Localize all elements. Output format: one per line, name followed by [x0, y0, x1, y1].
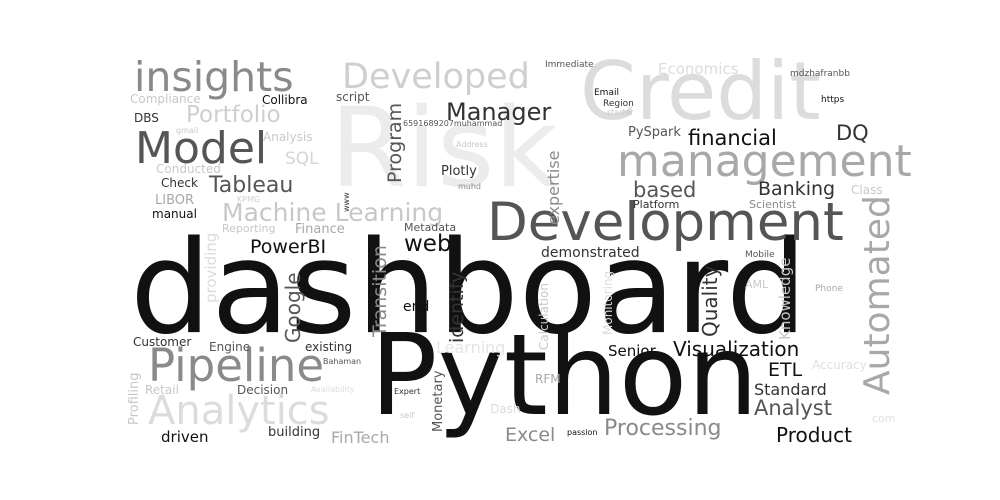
word-retail: Retail	[145, 383, 179, 397]
word-conducted: Conducted	[156, 162, 221, 176]
word-www: www	[342, 192, 351, 212]
word-muhd: muhd	[458, 182, 482, 191]
word-building: building	[268, 425, 321, 440]
word-muhammad-phone: 6591689207muhammad	[403, 119, 503, 128]
word-python: Python	[370, 311, 759, 441]
word-end: end	[403, 299, 430, 315]
word-fintech: FinTech	[331, 428, 390, 447]
word-based: based	[633, 178, 697, 202]
word-plotly: Plotly	[441, 164, 477, 179]
word-check: Check	[161, 176, 198, 190]
word-management: management	[617, 136, 912, 187]
word-powerbi: PowerBI	[250, 236, 327, 258]
word-bahaman: Bahaman	[323, 357, 362, 366]
word-insights: insights	[134, 53, 294, 101]
word-mdzhafranbb: mdzhafranbb	[790, 69, 850, 79]
word-platform: Platform	[633, 198, 680, 211]
word-immediate: Immediate	[545, 60, 594, 70]
word-economics: Economics	[658, 60, 739, 78]
word-engine: Engine	[209, 340, 251, 354]
word-finance: Finance	[295, 222, 345, 237]
word-self: self	[400, 411, 415, 420]
word-excel: Excel	[505, 424, 556, 446]
word-existing: existing	[305, 340, 353, 354]
word-knowledge: Knowledge	[776, 257, 794, 340]
word-dashboard: dashboard	[130, 214, 808, 363]
word-class: Class	[851, 183, 883, 197]
word-analyst: Analyst	[754, 396, 832, 420]
word-calculation: Calculation	[537, 283, 551, 350]
word-monitoring: Monitoring	[601, 270, 615, 335]
word-financial: financial	[688, 126, 777, 150]
word-availability: Availability	[311, 385, 355, 394]
word-analytics: Analytics	[148, 388, 330, 434]
word-analysis: Analysis	[263, 130, 313, 144]
word-address: Address	[456, 140, 488, 149]
word-https: https	[821, 95, 845, 105]
word-kpmg: KPMG	[237, 195, 261, 204]
word-demonstrated: demonstrated	[541, 245, 640, 261]
word-profiling: Profiling	[127, 372, 142, 425]
word-collibra: Collibra	[262, 93, 308, 107]
word-decision: Decision	[237, 383, 289, 397]
word-google: Google	[281, 272, 305, 343]
word-pipeline: Pipeline	[148, 339, 325, 392]
word-email: Email	[594, 88, 619, 98]
word-accuracy: Accuracy	[812, 358, 867, 372]
word-transition: Transition	[369, 245, 391, 337]
word-com: com	[872, 412, 896, 425]
word-expert: Expert	[394, 387, 421, 396]
word-providing: providing	[202, 232, 220, 303]
word-dash: Dash	[490, 402, 521, 416]
word-model: Model	[135, 123, 268, 174]
word-rfm: RFM	[535, 372, 561, 386]
word-tableau: Tableau	[209, 173, 294, 198]
word-manual: manual	[152, 207, 197, 221]
word-sql: SQL	[285, 149, 319, 169]
word-expertise: expertise	[544, 150, 563, 225]
word-portfolio: Portfolio	[186, 102, 281, 128]
word-passion: passion	[567, 428, 598, 437]
word-standard: Standard	[754, 380, 827, 399]
word-metadata: Metadata	[404, 221, 457, 234]
word-customer: Customer	[133, 335, 192, 349]
word-dq: DQ	[836, 121, 869, 145]
word-phone: Phone	[815, 284, 843, 294]
word-manager: Manager	[446, 98, 552, 126]
word-machine-learning: Machine Learning	[222, 198, 444, 227]
word-scientist: Scientist	[749, 198, 797, 211]
word-mobile: Mobile	[745, 250, 775, 260]
word-senior: Senior	[608, 342, 656, 360]
word-script: script	[336, 90, 370, 104]
word-learning: Learning	[436, 338, 506, 357]
word-quality: Quality	[698, 265, 722, 337]
word-region: Region	[603, 99, 634, 109]
word-web: web	[404, 231, 452, 257]
word-monetary: Monetary	[431, 370, 446, 432]
word-risk: Risk	[330, 84, 559, 212]
word-processing: Processing	[604, 416, 722, 441]
word-libor: LIBOR	[155, 193, 195, 208]
word-reporting: Reporting	[222, 222, 276, 235]
word-driven: driven	[161, 428, 209, 446]
word-identify: identify	[446, 271, 468, 343]
word-development: Development	[487, 192, 844, 253]
word-product: Product	[776, 423, 852, 447]
word-credit: Credit	[580, 45, 821, 138]
word-pyspark: PySpark	[628, 125, 681, 140]
word-visualization: Visualization	[673, 337, 800, 361]
word-program: Program	[384, 102, 406, 183]
word-banking: Banking	[758, 178, 836, 200]
word-compliance: Compliance	[130, 92, 201, 106]
word-starter: starter	[607, 108, 634, 117]
word-gmail: gmail	[176, 126, 199, 135]
word-etl: ETL	[768, 359, 803, 381]
word-developed: Developed	[342, 57, 530, 97]
word-dbs: DBS	[134, 111, 159, 125]
word-aml: AML	[745, 278, 769, 291]
